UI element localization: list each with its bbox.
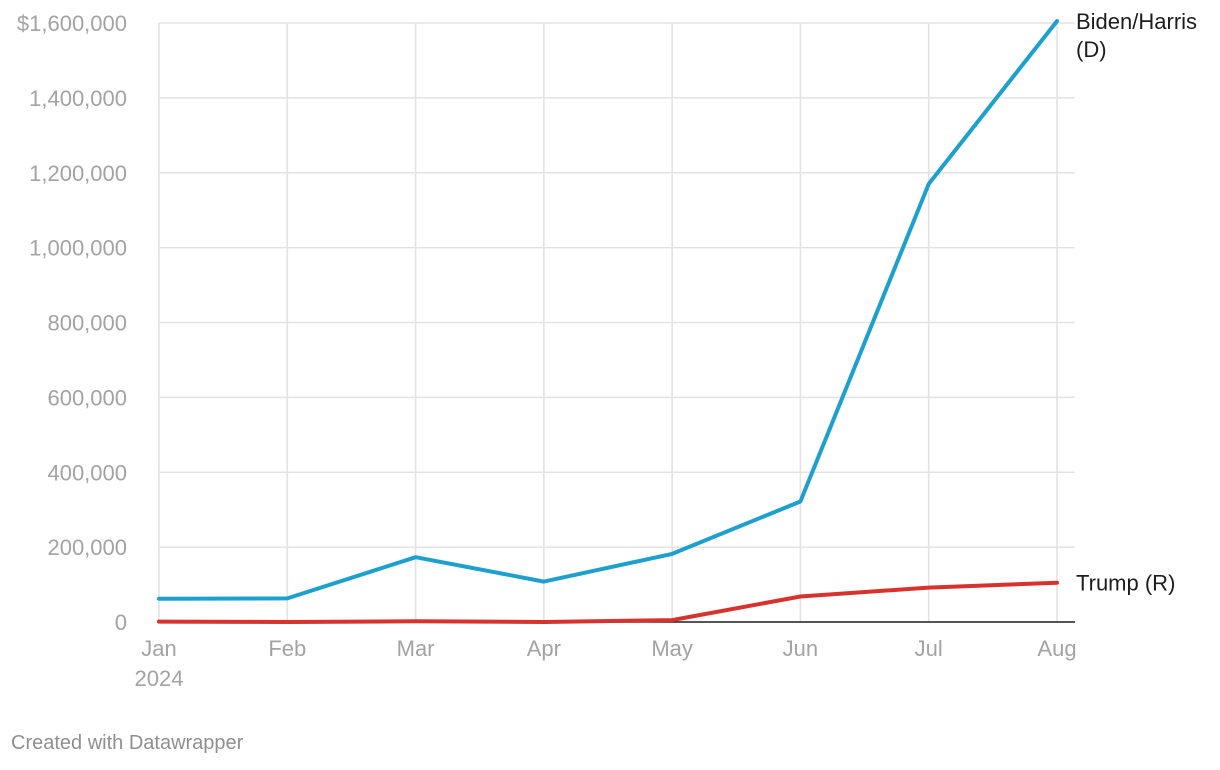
series-line-biden-harris-d xyxy=(157,19,1059,601)
x-tick-label: Apr xyxy=(527,636,561,661)
y-axis-tick-labels: 0 200,000 400,000 600,000 800,000 1,000,000 1,… xyxy=(17,11,127,635)
x-tick-label: Jan xyxy=(141,636,176,661)
series-direct-labels: Biden/Harris (D) Trump (R) xyxy=(1076,9,1197,596)
series-label-trump-r: Trump (R) xyxy=(1076,571,1175,596)
y-tick-label: 1,400,000 xyxy=(29,86,127,111)
x-tick-sublabel: 2024 xyxy=(135,666,184,691)
series-lines xyxy=(157,19,1059,624)
series-label-biden-harris-d: (D) xyxy=(1076,37,1107,62)
x-tick-label: May xyxy=(651,636,693,661)
y-tick-label: 400,000 xyxy=(47,460,127,485)
y-tick-label: 1,200,000 xyxy=(29,161,127,186)
y-tick-label: 600,000 xyxy=(47,385,127,410)
series-label-biden-harris-d: Biden/Harris xyxy=(1076,9,1197,34)
series-line-trump-r xyxy=(157,580,1059,624)
y-gridlines xyxy=(159,22,1075,548)
y-tick-label: 800,000 xyxy=(47,311,127,336)
y-tick-label: 0 xyxy=(115,610,127,635)
y-tick-label: $1,600,000 xyxy=(17,11,127,36)
x-tick-label: Mar xyxy=(397,636,435,661)
x-tick-label: Aug xyxy=(1037,636,1076,661)
x-tick-label: Jun xyxy=(783,636,818,661)
x-tick-label: Jul xyxy=(915,636,943,661)
x-axis-tick-labels: Jan 2024 Feb Mar Apr May Jun Jul Aug xyxy=(135,636,1077,691)
y-tick-label: 1,000,000 xyxy=(29,236,127,261)
y-tick-label: 200,000 xyxy=(47,535,127,560)
x-tick-label: Feb xyxy=(268,636,306,661)
line-chart: 0 200,000 400,000 600,000 800,000 1,000,000 1,… xyxy=(17,9,1197,691)
x-gridlines xyxy=(158,23,1058,622)
datawrapper-credit: Created with Datawrapper xyxy=(11,732,244,754)
